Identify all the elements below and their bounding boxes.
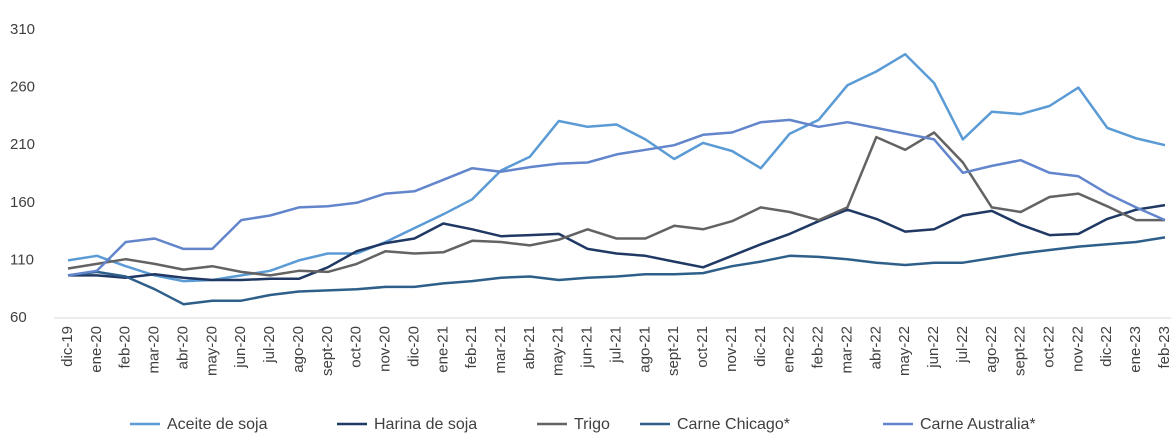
x-tick-label: jun-21 xyxy=(579,326,596,369)
y-tick-label: 310 xyxy=(10,21,35,38)
x-tick-label: oct-22 xyxy=(1040,326,1057,368)
x-tick-label: sept-20 xyxy=(319,326,336,376)
x-tick-label: ene-21 xyxy=(434,326,451,373)
x-tick-label: jul-22 xyxy=(954,326,971,364)
x-tick-label: jul-20 xyxy=(261,326,278,364)
x-tick-label: abr-21 xyxy=(521,326,538,369)
y-tick-label: 260 xyxy=(10,79,35,96)
x-tick-label: jun-22 xyxy=(925,326,942,369)
x-tick-label: ene-20 xyxy=(88,326,105,373)
x-tick-label: sept-21 xyxy=(665,326,682,376)
x-tick-label: feb-22 xyxy=(810,326,827,369)
series-line xyxy=(67,236,1166,306)
x-tick-label: feb-20 xyxy=(117,326,134,369)
x-tick-label: jul-21 xyxy=(607,326,624,364)
y-tick-label: 110 xyxy=(10,251,34,268)
series-line xyxy=(67,118,1166,277)
x-tick-label: ago-20 xyxy=(290,326,307,373)
series-line xyxy=(67,52,1166,283)
series-line xyxy=(67,131,1165,277)
x-tick-label: may-21 xyxy=(550,326,567,376)
x-tick-label: ago-21 xyxy=(636,326,653,373)
legend-label: Harina de soja xyxy=(374,416,477,433)
x-tick-label: may-20 xyxy=(203,326,220,376)
legend-label: Carne Chicago* xyxy=(677,416,790,433)
y-tick-label: 60 xyxy=(10,309,27,326)
legend-label: Trigo xyxy=(574,416,610,433)
x-tick-label: ago-22 xyxy=(983,326,1000,373)
x-tick-label: may-22 xyxy=(896,326,913,376)
legend-label: Aceite de soja xyxy=(167,416,268,433)
x-tick-label: feb-21 xyxy=(463,326,480,369)
x-tick-label: oct-21 xyxy=(694,326,711,368)
x-tick-label: nov-21 xyxy=(723,326,740,372)
legend-label: Carne Australia* xyxy=(920,416,1036,433)
x-tick-label: mar-20 xyxy=(146,326,163,374)
x-tick-label: nov-22 xyxy=(1069,326,1086,372)
x-tick-label: dic-20 xyxy=(405,326,422,367)
x-tick-label: mar-21 xyxy=(492,326,509,374)
x-tick-label: nov-20 xyxy=(377,326,394,372)
x-tick-label: oct-20 xyxy=(348,326,365,368)
x-tick-label: mar-22 xyxy=(838,326,855,374)
x-tick-label: ene-23 xyxy=(1127,326,1144,373)
x-tick-label: jun-20 xyxy=(232,326,249,369)
y-tick-label: 210 xyxy=(10,136,35,153)
x-tick-label: dic-22 xyxy=(1098,326,1115,367)
x-tick-label: dic-21 xyxy=(752,326,769,367)
x-tick-label: dic-19 xyxy=(59,326,76,367)
x-tick-label: abr-20 xyxy=(174,326,191,369)
x-tick-label: feb-23 xyxy=(1156,326,1172,369)
x-tick-label: ene-22 xyxy=(781,326,798,373)
x-tick-label: abr-22 xyxy=(867,326,884,369)
series-line xyxy=(68,203,1166,282)
x-tick-label: sept-22 xyxy=(1012,326,1029,376)
y-tick-label: 160 xyxy=(10,194,35,211)
